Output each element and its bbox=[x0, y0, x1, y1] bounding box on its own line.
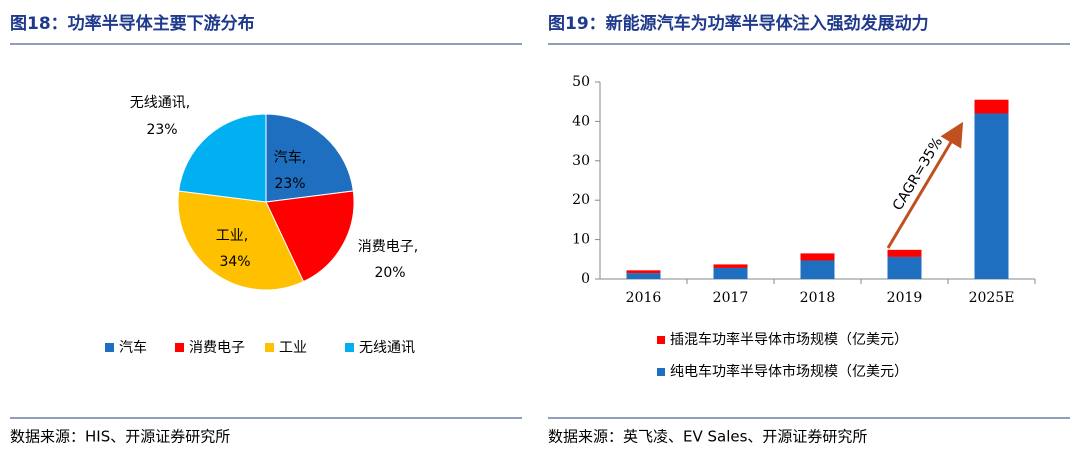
slice-label: 汽车, bbox=[274, 149, 306, 166]
bar-segment bbox=[626, 273, 661, 279]
source: 数据来源：HIS、开源证券研究所 bbox=[10, 428, 230, 446]
bar-segment bbox=[626, 270, 661, 274]
slice-label: 工业, bbox=[216, 228, 248, 244]
bar-segment bbox=[887, 249, 922, 257]
y-tick-label: 50 bbox=[572, 74, 590, 90]
bar-segment bbox=[800, 253, 835, 261]
legend-swatch bbox=[265, 343, 274, 352]
bar-segment bbox=[713, 264, 748, 268]
pie-slice bbox=[177, 190, 305, 291]
trend-arrow bbox=[886, 121, 964, 249]
bar-segment bbox=[800, 260, 835, 279]
pie-slice bbox=[265, 113, 354, 203]
source: 数据来源：英飞凌、EV Sales、开源证券研究所 bbox=[548, 428, 867, 446]
figure-title: 图18：功率半导体主要下游分布 bbox=[10, 13, 255, 34]
y-tick-label: 30 bbox=[572, 153, 590, 169]
legend-label: 汽车 bbox=[119, 339, 147, 356]
figure-title: 图19：新能源汽车为功率半导体注入强劲发展动力 bbox=[548, 13, 929, 34]
x-tick-label: 2016 bbox=[626, 290, 662, 306]
pie-slice bbox=[265, 190, 355, 283]
y-tick-label: 10 bbox=[572, 232, 590, 248]
bar-segment bbox=[974, 99, 1009, 114]
legend-swatch bbox=[175, 343, 184, 352]
value-label: 34% bbox=[219, 254, 250, 270]
value-label: 23% bbox=[146, 122, 177, 138]
bar-segment bbox=[887, 256, 922, 279]
legend-label: 无线通讯 bbox=[359, 340, 415, 356]
value-label: 20% bbox=[374, 265, 405, 281]
y-tick-label: 40 bbox=[572, 113, 590, 129]
x-tick-label: 2025E bbox=[969, 290, 1015, 306]
legend-label: 消费电子 bbox=[189, 340, 245, 356]
x-tick-label: 2018 bbox=[800, 290, 836, 306]
legend-label: 工业 bbox=[279, 340, 307, 356]
bar-segment bbox=[713, 267, 748, 279]
slice-label: 消费电子, bbox=[358, 239, 418, 255]
bar-segment bbox=[974, 113, 1009, 280]
legend-swatch bbox=[345, 343, 354, 352]
legend-swatch bbox=[657, 336, 665, 344]
x-tick-label: 2017 bbox=[713, 290, 749, 306]
annotation: CAGR=35% bbox=[890, 135, 946, 214]
legend-swatch bbox=[105, 343, 114, 352]
x-tick-label: 2019 bbox=[887, 290, 923, 306]
y-tick-label: 20 bbox=[572, 192, 590, 208]
value-label: 23% bbox=[274, 176, 305, 192]
y-tick-label: 0 bbox=[581, 271, 590, 287]
legend-label: 插混车功率半导体市场规模（亿美元） bbox=[670, 331, 908, 348]
legend-label: 纯电车功率半导体市场规模（亿美元） bbox=[670, 363, 908, 380]
pie-slice bbox=[178, 113, 267, 203]
slice-label: 无线通讯, bbox=[130, 95, 190, 111]
legend-swatch bbox=[657, 368, 665, 376]
